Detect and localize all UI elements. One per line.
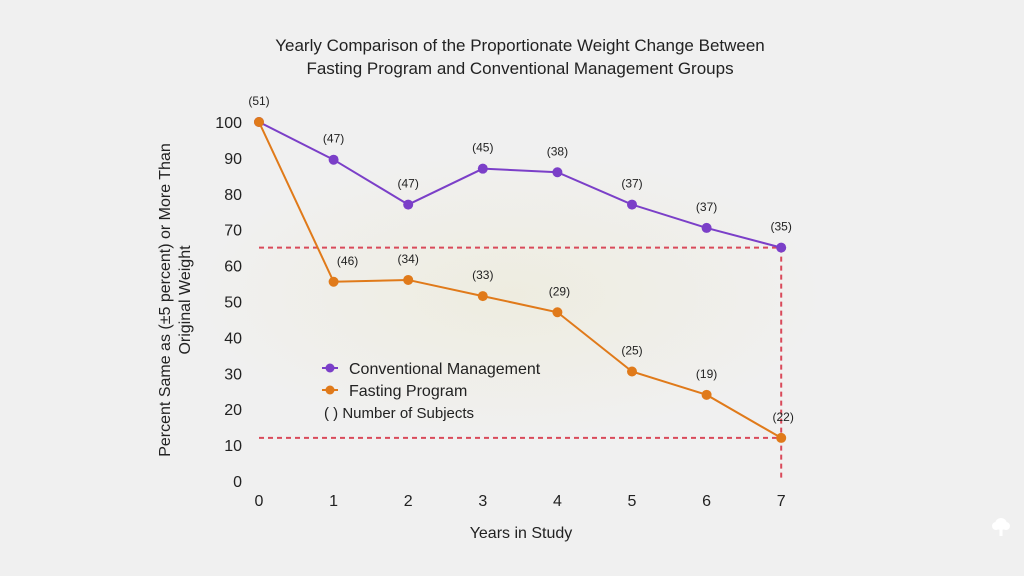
legend-label: Fasting Program — [349, 383, 467, 400]
x-tick-label: 4 — [553, 493, 562, 510]
y-tick-label: 90 — [224, 151, 242, 168]
fasting-data-point — [403, 274, 414, 285]
fasting-data-point — [701, 389, 712, 400]
y-tick-label: 100 — [215, 115, 242, 132]
y-tick-label: 10 — [224, 438, 242, 455]
subject-count-label: (35) — [771, 220, 792, 234]
subject-count-label: (37) — [696, 200, 717, 214]
subject-count-label: (45) — [472, 141, 493, 155]
x-tick-label: 3 — [478, 493, 487, 510]
y-tick-label: 60 — [224, 259, 242, 276]
legend-label: Conventional Management — [349, 361, 541, 378]
subject-count-label: (19) — [696, 367, 717, 381]
conventional-data-point — [627, 199, 637, 210]
subject-count-label: (25) — [621, 344, 642, 358]
y-tick-label: 70 — [224, 223, 242, 240]
y-tick-label: 50 — [224, 295, 242, 312]
subject-count-label: (34) — [398, 252, 419, 266]
conventional-series-line — [258, 121, 782, 249]
y-tick-label: 0 — [233, 474, 242, 491]
legend-marker — [325, 385, 335, 395]
conventional-data-point — [328, 154, 339, 165]
y-tick-label: 30 — [224, 366, 242, 383]
conventional-data-point — [776, 242, 787, 253]
y-tick-label: 80 — [224, 187, 242, 204]
fasting-data-point — [776, 432, 787, 443]
subject-count-label: (46) — [337, 254, 358, 268]
subject-count-label: (47) — [323, 132, 344, 146]
fasting-data-point — [552, 307, 563, 318]
fasting-data-point — [627, 366, 637, 377]
x-tick-label: 5 — [628, 493, 637, 510]
x-tick-label: 7 — [777, 493, 786, 510]
legend-marker — [325, 363, 335, 373]
conventional-data-point — [403, 199, 414, 210]
conventional-data-point — [552, 167, 563, 178]
x-tick-label: 2 — [404, 493, 413, 510]
legend-subject-count-note: ( ) Number of Subjects — [324, 405, 474, 422]
chart-title: Yearly Comparison of the Proportionate W… — [275, 36, 765, 78]
x-tick-label: 1 — [329, 493, 338, 510]
x-tick-label: 6 — [702, 493, 711, 510]
subject-count-label: (37) — [621, 177, 642, 191]
fasting-series-line — [258, 121, 782, 439]
subject-count-label: (22) — [773, 410, 794, 424]
y-tick-label: 20 — [224, 402, 242, 419]
subject-count-label: (38) — [547, 144, 568, 158]
subject-count-label: (29) — [549, 284, 570, 298]
subject-count-label: (51) — [248, 94, 269, 108]
tree-logo-icon — [992, 518, 1010, 536]
fasting-data-point — [254, 117, 264, 127]
conventional-data-point — [701, 222, 712, 233]
subject-count-label: (33) — [472, 268, 493, 282]
fasting-data-point — [328, 276, 339, 287]
x-tick-label: 0 — [255, 493, 264, 510]
conventional-data-point — [477, 163, 488, 174]
x-axis-label: Years in Study — [469, 525, 573, 542]
y-tick-label: 40 — [224, 330, 242, 347]
subject-count-label: (47) — [398, 177, 419, 191]
background-shade — [190, 150, 830, 440]
fasting-data-point — [477, 291, 488, 302]
